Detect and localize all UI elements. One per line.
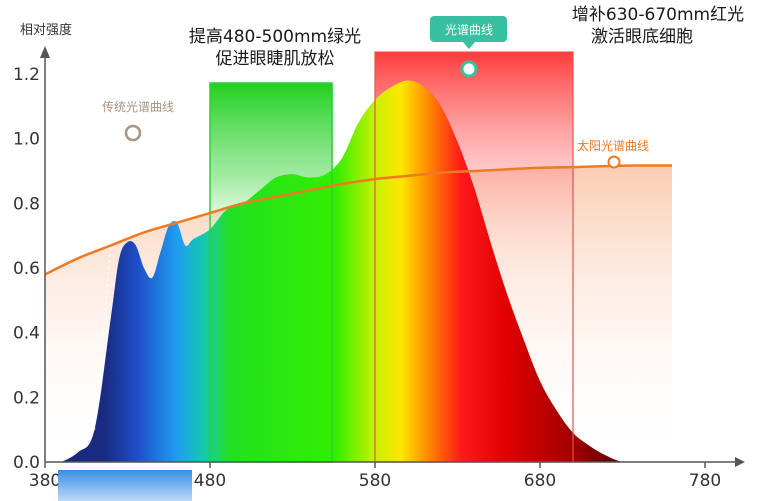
traditional-curve-label: 传统光谱曲线 bbox=[102, 99, 174, 114]
y-tick-label: 1.2 bbox=[13, 65, 40, 85]
blue-band-marker bbox=[58, 470, 192, 501]
y-axis-arrow bbox=[40, 46, 50, 58]
spectrum-badge-label: 光谱曲线 bbox=[445, 23, 493, 37]
traditional-curve-marker bbox=[124, 124, 142, 142]
y-tick-label: 0.4 bbox=[13, 324, 40, 344]
red-annotation-line1: 增补630-670mm红光 bbox=[572, 5, 744, 25]
y-tick-label: 0.2 bbox=[13, 388, 40, 408]
sun-curve-line bbox=[44, 164, 673, 276]
x-tick-label: 480 bbox=[194, 471, 226, 491]
tick-labels: 380 480 580 680 780 0.0 0.2 0.4 0.6 0.8 1.0 1.2 bbox=[13, 65, 721, 491]
sun-line-layer bbox=[44, 164, 673, 276]
x-tick-label: 580 bbox=[359, 471, 391, 491]
green-annotation-line2: 促进眼睫肌放松 bbox=[216, 49, 335, 69]
spectrum-peak-marker bbox=[460, 60, 478, 78]
x-tick-label: 680 bbox=[524, 471, 556, 491]
y-tick-label: 1.0 bbox=[13, 130, 40, 150]
sun-curve-label: 太阳光谱曲线 bbox=[577, 138, 649, 153]
green-annotation-line1: 提高480-500mm绿光 bbox=[189, 27, 361, 47]
y-tick-label: 0.0 bbox=[13, 453, 40, 473]
spectrum-badge bbox=[430, 16, 507, 42]
x-axis-arrow bbox=[735, 457, 745, 467]
y-tick-label: 0.6 bbox=[13, 259, 40, 279]
y-tick-label: 0.8 bbox=[13, 194, 40, 214]
y-axis-title: 相对强度 bbox=[20, 22, 72, 38]
spectrum-badge-pointer bbox=[463, 42, 475, 49]
x-tick-label: 380 bbox=[29, 471, 61, 491]
x-tick-label: 780 bbox=[689, 471, 721, 491]
traditional-dash-line bbox=[93, 242, 112, 430]
red-annotation-line2: 激活眼底细胞 bbox=[591, 27, 693, 47]
sun-curve-marker bbox=[607, 155, 621, 169]
